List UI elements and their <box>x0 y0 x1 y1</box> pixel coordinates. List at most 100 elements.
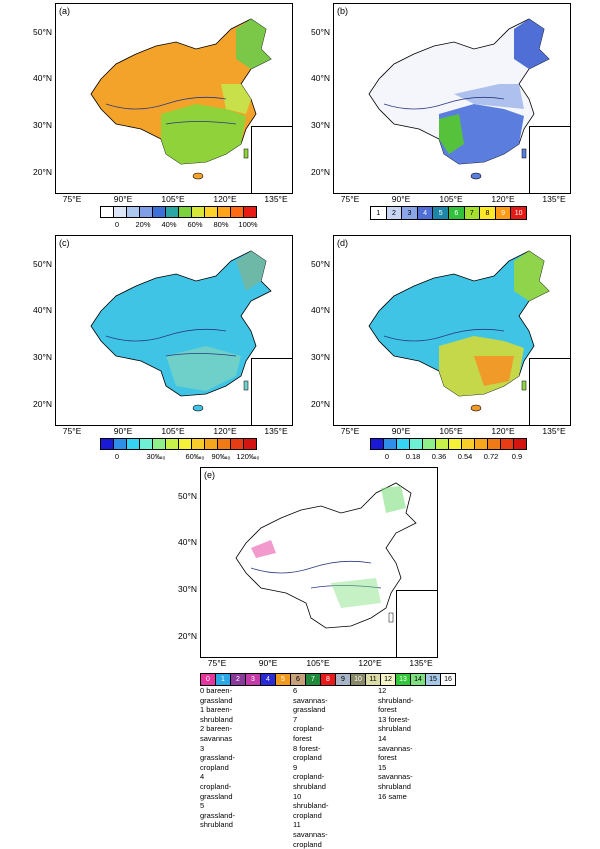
colorbar-c <box>100 438 257 450</box>
south-china-sea-inset <box>396 590 437 657</box>
colorbar-tick: 20% <box>135 220 151 229</box>
south-china-sea-inset <box>529 126 570 193</box>
lon-label: 135°E <box>264 426 288 436</box>
legend-item: 15 savannas-shrubland <box>378 762 413 791</box>
lat-label: 30°N <box>178 584 197 594</box>
colorbar-c-swatch <box>101 439 114 449</box>
lat-label: 40°N <box>311 305 330 315</box>
colorbar-d-swatch <box>410 439 423 449</box>
legend-item: 16 same <box>378 791 407 801</box>
legend-item: 5 grassland-shrubland <box>200 801 236 830</box>
south-china-sea-inset <box>529 358 570 425</box>
lat-label: 40°N <box>33 305 52 315</box>
colorbar-c-swatch <box>114 439 127 449</box>
colorbar-b-swatch: 8 <box>480 207 496 219</box>
lat-label: 50°N <box>33 27 52 37</box>
colorbar-a-swatch <box>179 207 192 217</box>
northeast-region-a <box>236 19 271 69</box>
contour-a1 <box>105 96 227 110</box>
colorbar-e-swatch: 8 <box>321 674 336 685</box>
colorbar-b-swatch: 2 <box>386 207 403 219</box>
colorbar-d-swatch <box>397 439 410 449</box>
colorbar-e-swatch: 13 <box>396 674 411 685</box>
lat-label: 20°N <box>311 399 330 409</box>
lon-label: 120°E <box>213 194 237 204</box>
lon-label: 120°E <box>358 658 382 668</box>
hainan-a <box>192 172 204 180</box>
colorbar-e-swatch: 10 <box>351 674 366 685</box>
colorbar-b-swatch: 7 <box>464 207 481 219</box>
map-a-svg <box>90 18 272 180</box>
colorbar-a-swatch <box>153 207 166 217</box>
colorbar-a-swatch <box>218 207 231 217</box>
contour-d1 <box>383 328 505 342</box>
colorbar-d-swatch <box>514 439 526 449</box>
legend-column-2: 6 savannas-grassland 7 cropland-forest 8… <box>293 686 328 849</box>
lon-label: 135°E <box>542 426 566 436</box>
panel-label: (d) <box>337 238 348 248</box>
lat-label: 40°N <box>311 73 330 83</box>
legend-item: 4 cropland-grassland <box>200 772 233 801</box>
lon-label: 135°E <box>542 194 566 204</box>
lat-label: 40°N <box>178 537 197 547</box>
colorbar-b-swatch: 3 <box>402 207 418 219</box>
legend-item: 13 forest-shrubland <box>378 714 411 734</box>
colorbar-e-swatch: 4 <box>261 674 276 685</box>
colorbar-tick: 60‰₀ <box>185 452 205 461</box>
south-region-a <box>161 104 246 164</box>
legend-item: 11 savannas-cropland <box>293 820 328 849</box>
colorbar-b-swatch: 1 <box>371 207 387 219</box>
map-c: (c) <box>55 235 293 426</box>
legend-item: 14 savannas-forest <box>378 733 413 763</box>
colorbar-a-swatch <box>205 207 218 217</box>
lat-label: 30°N <box>311 120 330 130</box>
colorbar-c-swatch <box>166 439 179 449</box>
colorbar-tick: 100% <box>238 220 258 229</box>
pink-change-e <box>251 540 276 558</box>
colorbar-e-swatch: 6 <box>291 674 306 685</box>
lon-label: 105°E <box>161 426 185 436</box>
colorbar-tick: 0.54 <box>457 452 473 461</box>
colorbar-c-swatch <box>218 439 231 449</box>
colorbar-tick: 0.36 <box>431 452 447 461</box>
colorbar-a-swatch <box>114 207 127 217</box>
panel-label: (c) <box>59 238 70 248</box>
contour-c2 <box>165 353 237 357</box>
colorbar-a <box>100 206 257 218</box>
colorbar-tick: 0.72 <box>483 452 499 461</box>
colorbar-d <box>370 438 527 450</box>
lon-label: 120°E <box>491 426 515 436</box>
northeast-region-b <box>514 19 549 69</box>
colorbar-b-swatch: 9 <box>495 207 512 219</box>
lon-label: 75°E <box>62 194 82 204</box>
green-change-e-south <box>331 578 381 608</box>
south-china-sea-inset <box>251 358 292 425</box>
legend-item: 0 bareen-grassland <box>200 686 233 705</box>
legend-item: 8 forest-cropland <box>293 743 322 763</box>
lat-label: 30°N <box>33 352 52 362</box>
colorbar-c-swatch <box>205 439 218 449</box>
colorbar-tick: 0 <box>114 452 120 461</box>
taiwan-e <box>388 612 394 623</box>
lat-label: 20°N <box>33 167 52 177</box>
colorbar-c-swatch <box>231 439 244 449</box>
colorbar-d-swatch <box>436 439 449 449</box>
colorbar-e-swatch: 1 <box>216 674 231 685</box>
map-b: (b) <box>333 3 571 194</box>
colorbar-a-swatch <box>244 207 256 217</box>
map-c-svg <box>90 250 272 412</box>
lon-label: 90°E <box>113 194 133 204</box>
colorbar-a-swatch <box>140 207 153 217</box>
colorbar-a-swatch <box>101 207 114 217</box>
colorbar-b-swatch: 4 <box>417 207 434 219</box>
colorbar-a-swatch <box>231 207 244 217</box>
lon-label: 75°E <box>62 426 82 436</box>
panel-label: (b) <box>337 6 348 16</box>
south-region-b <box>439 104 524 164</box>
legend-item: 1 bareen-shrubland <box>200 705 233 724</box>
panel-label: (a) <box>59 6 70 16</box>
taiwan-d <box>521 380 527 391</box>
colorbar-e-swatch: 12 <box>381 674 396 685</box>
lon-label: 105°E <box>439 194 463 204</box>
colorbar-tick: 80% <box>213 220 229 229</box>
